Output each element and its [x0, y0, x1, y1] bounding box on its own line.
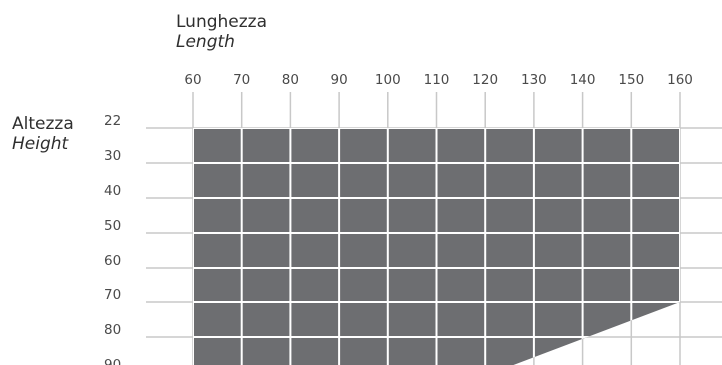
- y-tick-label: 70: [104, 287, 121, 303]
- y-tick-label: 30: [104, 148, 121, 164]
- y-tick-label: 40: [104, 183, 121, 199]
- length-axis-header: Lunghezza Length: [176, 12, 267, 52]
- x-tick-label: 130: [521, 72, 547, 88]
- x-tick-label: 140: [570, 72, 596, 88]
- y-tick-label: 22: [104, 113, 121, 129]
- height-label-english: Height: [12, 134, 69, 154]
- y-tick-label: 50: [104, 218, 121, 234]
- x-tick-label: 160: [667, 72, 693, 88]
- x-tick-label: 90: [331, 72, 348, 88]
- height-axis-header: Altezza Height: [12, 114, 74, 154]
- x-tick-label: 80: [282, 72, 299, 88]
- x-tick-label: 120: [472, 72, 498, 88]
- length-label-english: Length: [176, 32, 235, 52]
- y-tick-label: 90: [104, 357, 121, 365]
- x-tick-label: 110: [424, 72, 450, 88]
- length-label: Lunghezza: [176, 12, 268, 32]
- x-tick-label: 70: [233, 72, 250, 88]
- y-tick-label: 60: [104, 253, 121, 269]
- x-tick-label: 60: [184, 72, 201, 88]
- x-tick-label: 150: [618, 72, 644, 88]
- height-label: Altezza: [12, 114, 74, 134]
- y-tick-label: 80: [104, 322, 121, 338]
- x-tick-label: 100: [375, 72, 401, 88]
